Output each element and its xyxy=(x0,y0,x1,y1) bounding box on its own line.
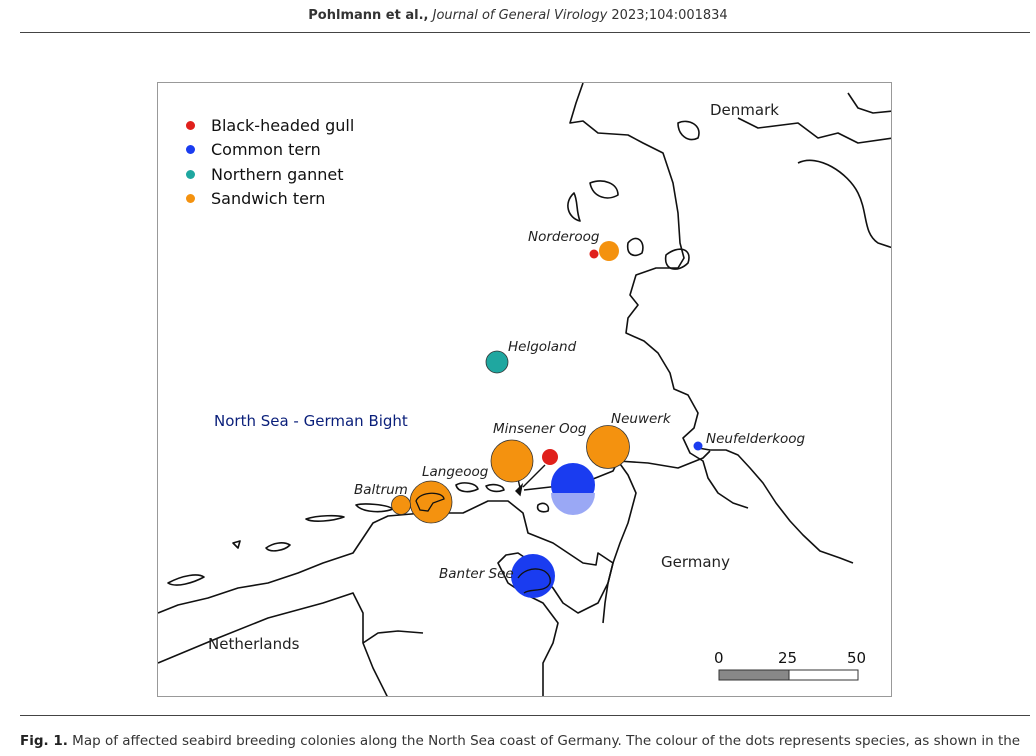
elbe-north xyxy=(697,447,854,564)
legend-label: Common tern xyxy=(211,140,321,160)
legend-label: Sandwich tern xyxy=(211,189,326,209)
colony-minsener-sandwich xyxy=(490,439,534,483)
teal-dot-icon xyxy=(186,169,195,179)
legend-item: Northern gannet xyxy=(186,162,354,187)
island-norderney xyxy=(305,514,345,522)
banter-outline xyxy=(517,568,551,594)
colonies xyxy=(391,241,703,598)
label-helgoland: Helgoland xyxy=(508,339,577,355)
label-denmark: Denmark xyxy=(710,101,779,119)
scale-bar-empty xyxy=(788,669,859,681)
legend-item: Common tern xyxy=(186,138,354,163)
caption-text: Map of affected seabird breeding colonie… xyxy=(67,733,1021,749)
label-baltrum: Baltrum xyxy=(354,482,408,498)
journal-name: Journal of General Virology xyxy=(428,8,608,23)
caption-rule xyxy=(20,715,1030,716)
colony-helgoland-gannet xyxy=(485,350,509,374)
label-netherlands: Netherlands xyxy=(208,635,300,653)
colony-banter-tern xyxy=(511,554,555,598)
journal-header: Pohlmann et al., Journal of General Viro… xyxy=(0,8,1036,23)
colony-norderoog-sandwich xyxy=(599,241,619,261)
island-baltrum xyxy=(355,503,394,513)
coast-north xyxy=(569,83,749,509)
scale-bar-filled xyxy=(718,669,790,681)
orange-dot-icon xyxy=(186,194,195,204)
legend-item: Sandwich tern xyxy=(186,187,354,212)
red-dot-icon xyxy=(186,120,195,130)
island-juist xyxy=(265,542,291,552)
blue-dot-icon xyxy=(186,145,195,155)
dutch-line xyxy=(362,630,424,644)
scale-tick-50: 50 xyxy=(847,649,866,667)
scale-tick-25: 25 xyxy=(778,649,797,667)
figure-caption: Fig. 1. Map of affected seabird breeding… xyxy=(20,733,1030,749)
colony-neufelderkoog-tern xyxy=(693,441,703,451)
colony-minsener-tern-light xyxy=(551,493,595,515)
colony-norderoog-gull xyxy=(589,249,599,259)
coastlines xyxy=(158,83,891,696)
coast-west xyxy=(158,592,388,696)
colony-baltrum-sandwich xyxy=(391,495,411,515)
colony-neuwerk-sandwich xyxy=(586,425,630,469)
author: Pohlmann xyxy=(308,8,382,23)
island-7 xyxy=(797,159,891,249)
label-banter: Banter See xyxy=(439,566,514,582)
legend: Black-headed gull Common tern Northern g… xyxy=(186,113,354,211)
island-8 xyxy=(847,92,891,114)
langeoog-outline xyxy=(415,492,445,512)
arrow-line-2 xyxy=(522,464,546,488)
label-langeoog: Langeoog xyxy=(422,464,489,480)
island-9 xyxy=(167,574,205,586)
elbe-south xyxy=(617,450,711,469)
map-figure: Denmark Germany Netherlands North Sea - … xyxy=(157,82,892,697)
island-wangerooge xyxy=(485,483,505,493)
map-canvas: Denmark Germany Netherlands North Sea - … xyxy=(158,83,891,696)
et-al: et al., xyxy=(381,8,429,23)
label-sea: North Sea - German Bight xyxy=(214,412,408,430)
arrow-head xyxy=(515,482,524,497)
legend-label: Northern gannet xyxy=(211,164,344,184)
header-rule xyxy=(20,32,1030,33)
island-5 xyxy=(677,120,700,141)
island-borkum xyxy=(232,540,241,549)
island-1 xyxy=(589,180,619,199)
label-neufelderkoog: Neufelderkoog xyxy=(706,431,806,447)
figure-number: Fig. 1. xyxy=(20,733,68,749)
label-norderoog: Norderoog xyxy=(528,229,600,245)
island-spiekeroog xyxy=(455,482,479,493)
scale-bar: 0 25 50 xyxy=(714,649,866,681)
mainland xyxy=(158,500,614,696)
elbe-south-2 xyxy=(602,460,637,624)
island-3 xyxy=(626,237,644,257)
island-4 xyxy=(664,248,690,270)
island-6 xyxy=(737,117,891,144)
legend-label: Black-headed gull xyxy=(211,115,355,135)
label-minsener: Minsener Oog xyxy=(493,421,587,437)
colony-minsener-gull xyxy=(542,449,558,465)
legend-item: Black-headed gull xyxy=(186,113,354,138)
scale-tick-0: 0 xyxy=(714,649,724,667)
island-2 xyxy=(567,192,581,222)
citation: 2023;104:001834 xyxy=(607,8,728,23)
place-labels: Denmark Germany Netherlands North Sea - … xyxy=(208,101,806,653)
label-germany: Germany xyxy=(661,553,730,571)
island-10 xyxy=(536,502,550,513)
label-neuwerk: Neuwerk xyxy=(611,411,672,427)
